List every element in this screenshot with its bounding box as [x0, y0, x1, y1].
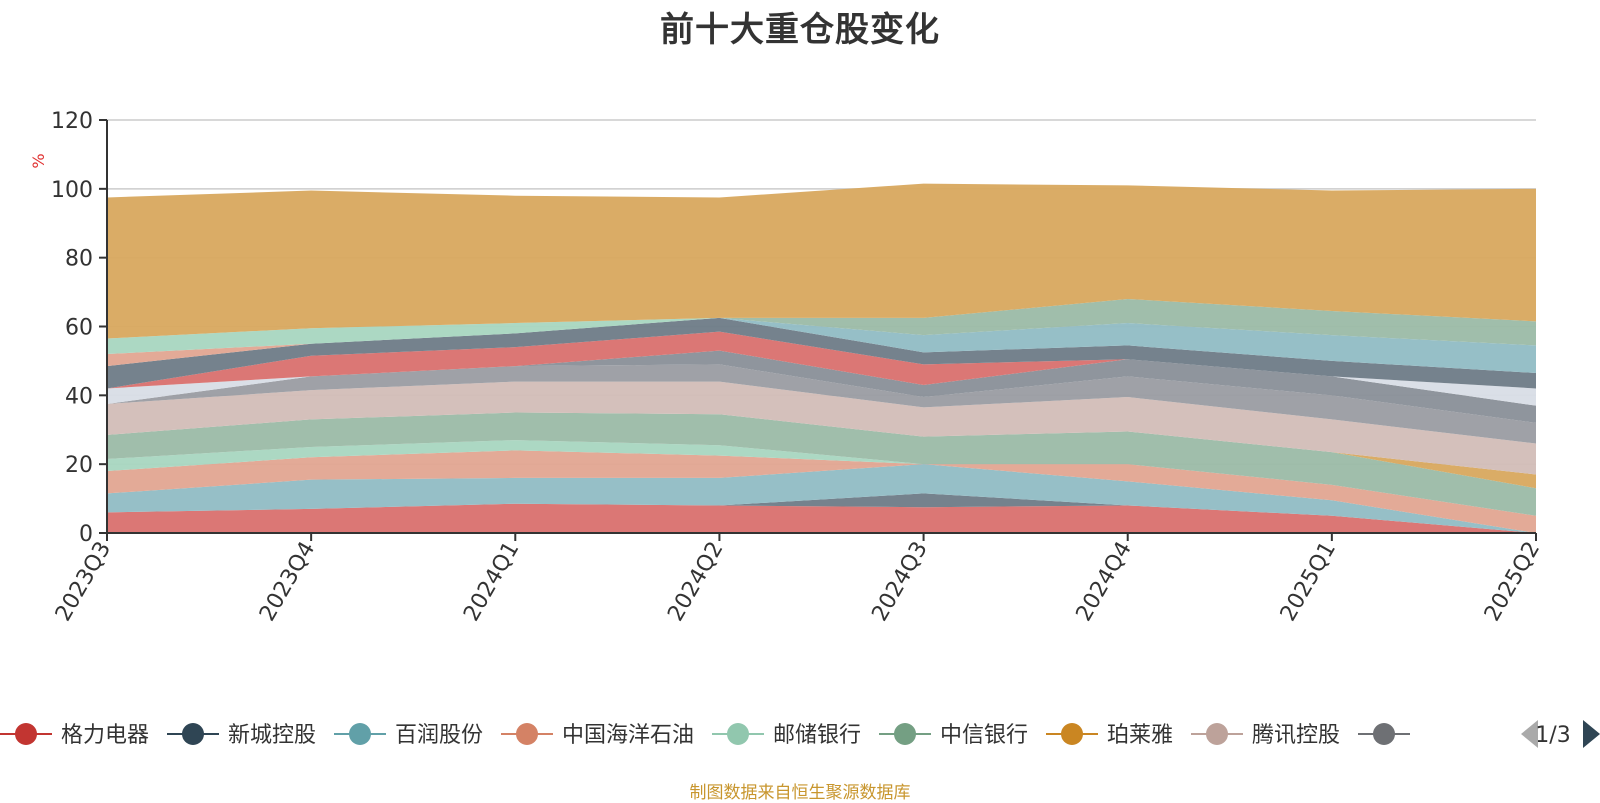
legend-label: 邮储银行 [773, 723, 861, 748]
legend-item-中信银行[interactable]: 中信银行 [879, 723, 1028, 748]
legend-marker [349, 723, 371, 745]
area-中国海洋石油 [107, 450, 1536, 533]
x-tick-label: 2024Q3 [867, 538, 932, 626]
legend: 格力电器 新城控股 百润股份 中国海洋石油 邮储银行 中信银行 珀莱雅 腾讯控股 1/3 [0, 720, 1600, 748]
legend-marker [15, 723, 37, 745]
legend-label: 中国海洋石油 [562, 723, 694, 748]
legend-marker [516, 723, 538, 745]
area-series [107, 317, 1536, 373]
legend-item-邮储银行[interactable]: 邮储银行 [712, 723, 861, 748]
x-tick-label: 2024Q2 [663, 538, 728, 626]
legend-marker [727, 723, 749, 745]
x-tick-label: 2023Q3 [51, 538, 116, 626]
area-series [107, 298, 1536, 346]
legend-marker [182, 723, 204, 745]
legend-item-新城控股[interactable]: 新城控股 [167, 723, 316, 748]
area-腾讯控股 [107, 381, 1536, 475]
area-series [107, 183, 1536, 533]
legend-marker [1061, 723, 1083, 745]
y-tick-label: 120 [51, 109, 93, 134]
legend-item-珀莱雅[interactable]: 珀莱雅 [1046, 723, 1173, 748]
y-tick-label: 80 [65, 247, 93, 272]
x-tick-label: 2024Q1 [459, 538, 524, 626]
y-tick-label: 40 [65, 384, 93, 409]
legend-item-series[interactable] [1358, 723, 1410, 745]
legend-item-腾讯控股[interactable]: 腾讯控股 [1191, 723, 1340, 748]
legend-label: 百润股份 [395, 723, 483, 748]
legend-label: 珀莱雅 [1107, 723, 1173, 748]
area-series [107, 364, 1536, 444]
chart-title: 前十大重仓股变化 [660, 10, 940, 50]
x-tick-label: 2024Q4 [1072, 538, 1137, 626]
legend-label: 格力电器 [61, 723, 149, 748]
area-新城控股 [107, 493, 1536, 533]
area-series [107, 350, 1536, 423]
legend-label: 新城控股 [228, 723, 316, 748]
legend-item-格力电器[interactable]: 格力电器 [0, 723, 149, 748]
area-series [107, 183, 1536, 339]
x-tick-label: 2023Q4 [255, 538, 320, 626]
legend-label: 中信银行 [940, 723, 1028, 748]
area-中信银行 [107, 412, 1536, 516]
legend-marker [1373, 723, 1395, 745]
legend-page-indicator: 1/3 [1535, 723, 1570, 748]
area-格力电器 [107, 503, 1536, 533]
legend-prev-icon[interactable] [1521, 720, 1538, 748]
y-tick-label: 0 [79, 522, 93, 547]
y-tick-label: 100 [51, 178, 93, 203]
legend-item-百润股份[interactable]: 百润股份 [334, 723, 483, 748]
legend-marker [1206, 723, 1228, 745]
area-百润股份 [107, 464, 1536, 533]
y-tick-label: 60 [65, 316, 93, 341]
legend-label: 腾讯控股 [1252, 723, 1340, 748]
area-邮储银行 [107, 440, 1536, 516]
x-tick-label: 2025Q1 [1276, 538, 1341, 626]
legend-marker [894, 723, 916, 745]
x-tick-label: 2025Q2 [1480, 538, 1545, 626]
area-series [107, 331, 1536, 389]
source-note: 制图数据来自恒生聚源数据库 [689, 783, 911, 803]
legend-item-中国海洋石油[interactable]: 中国海洋石油 [501, 723, 694, 748]
area-series [107, 317, 1536, 355]
y-axis-label: % [29, 153, 48, 168]
legend-next-icon[interactable] [1583, 720, 1600, 748]
y-tick-label: 20 [65, 453, 93, 478]
